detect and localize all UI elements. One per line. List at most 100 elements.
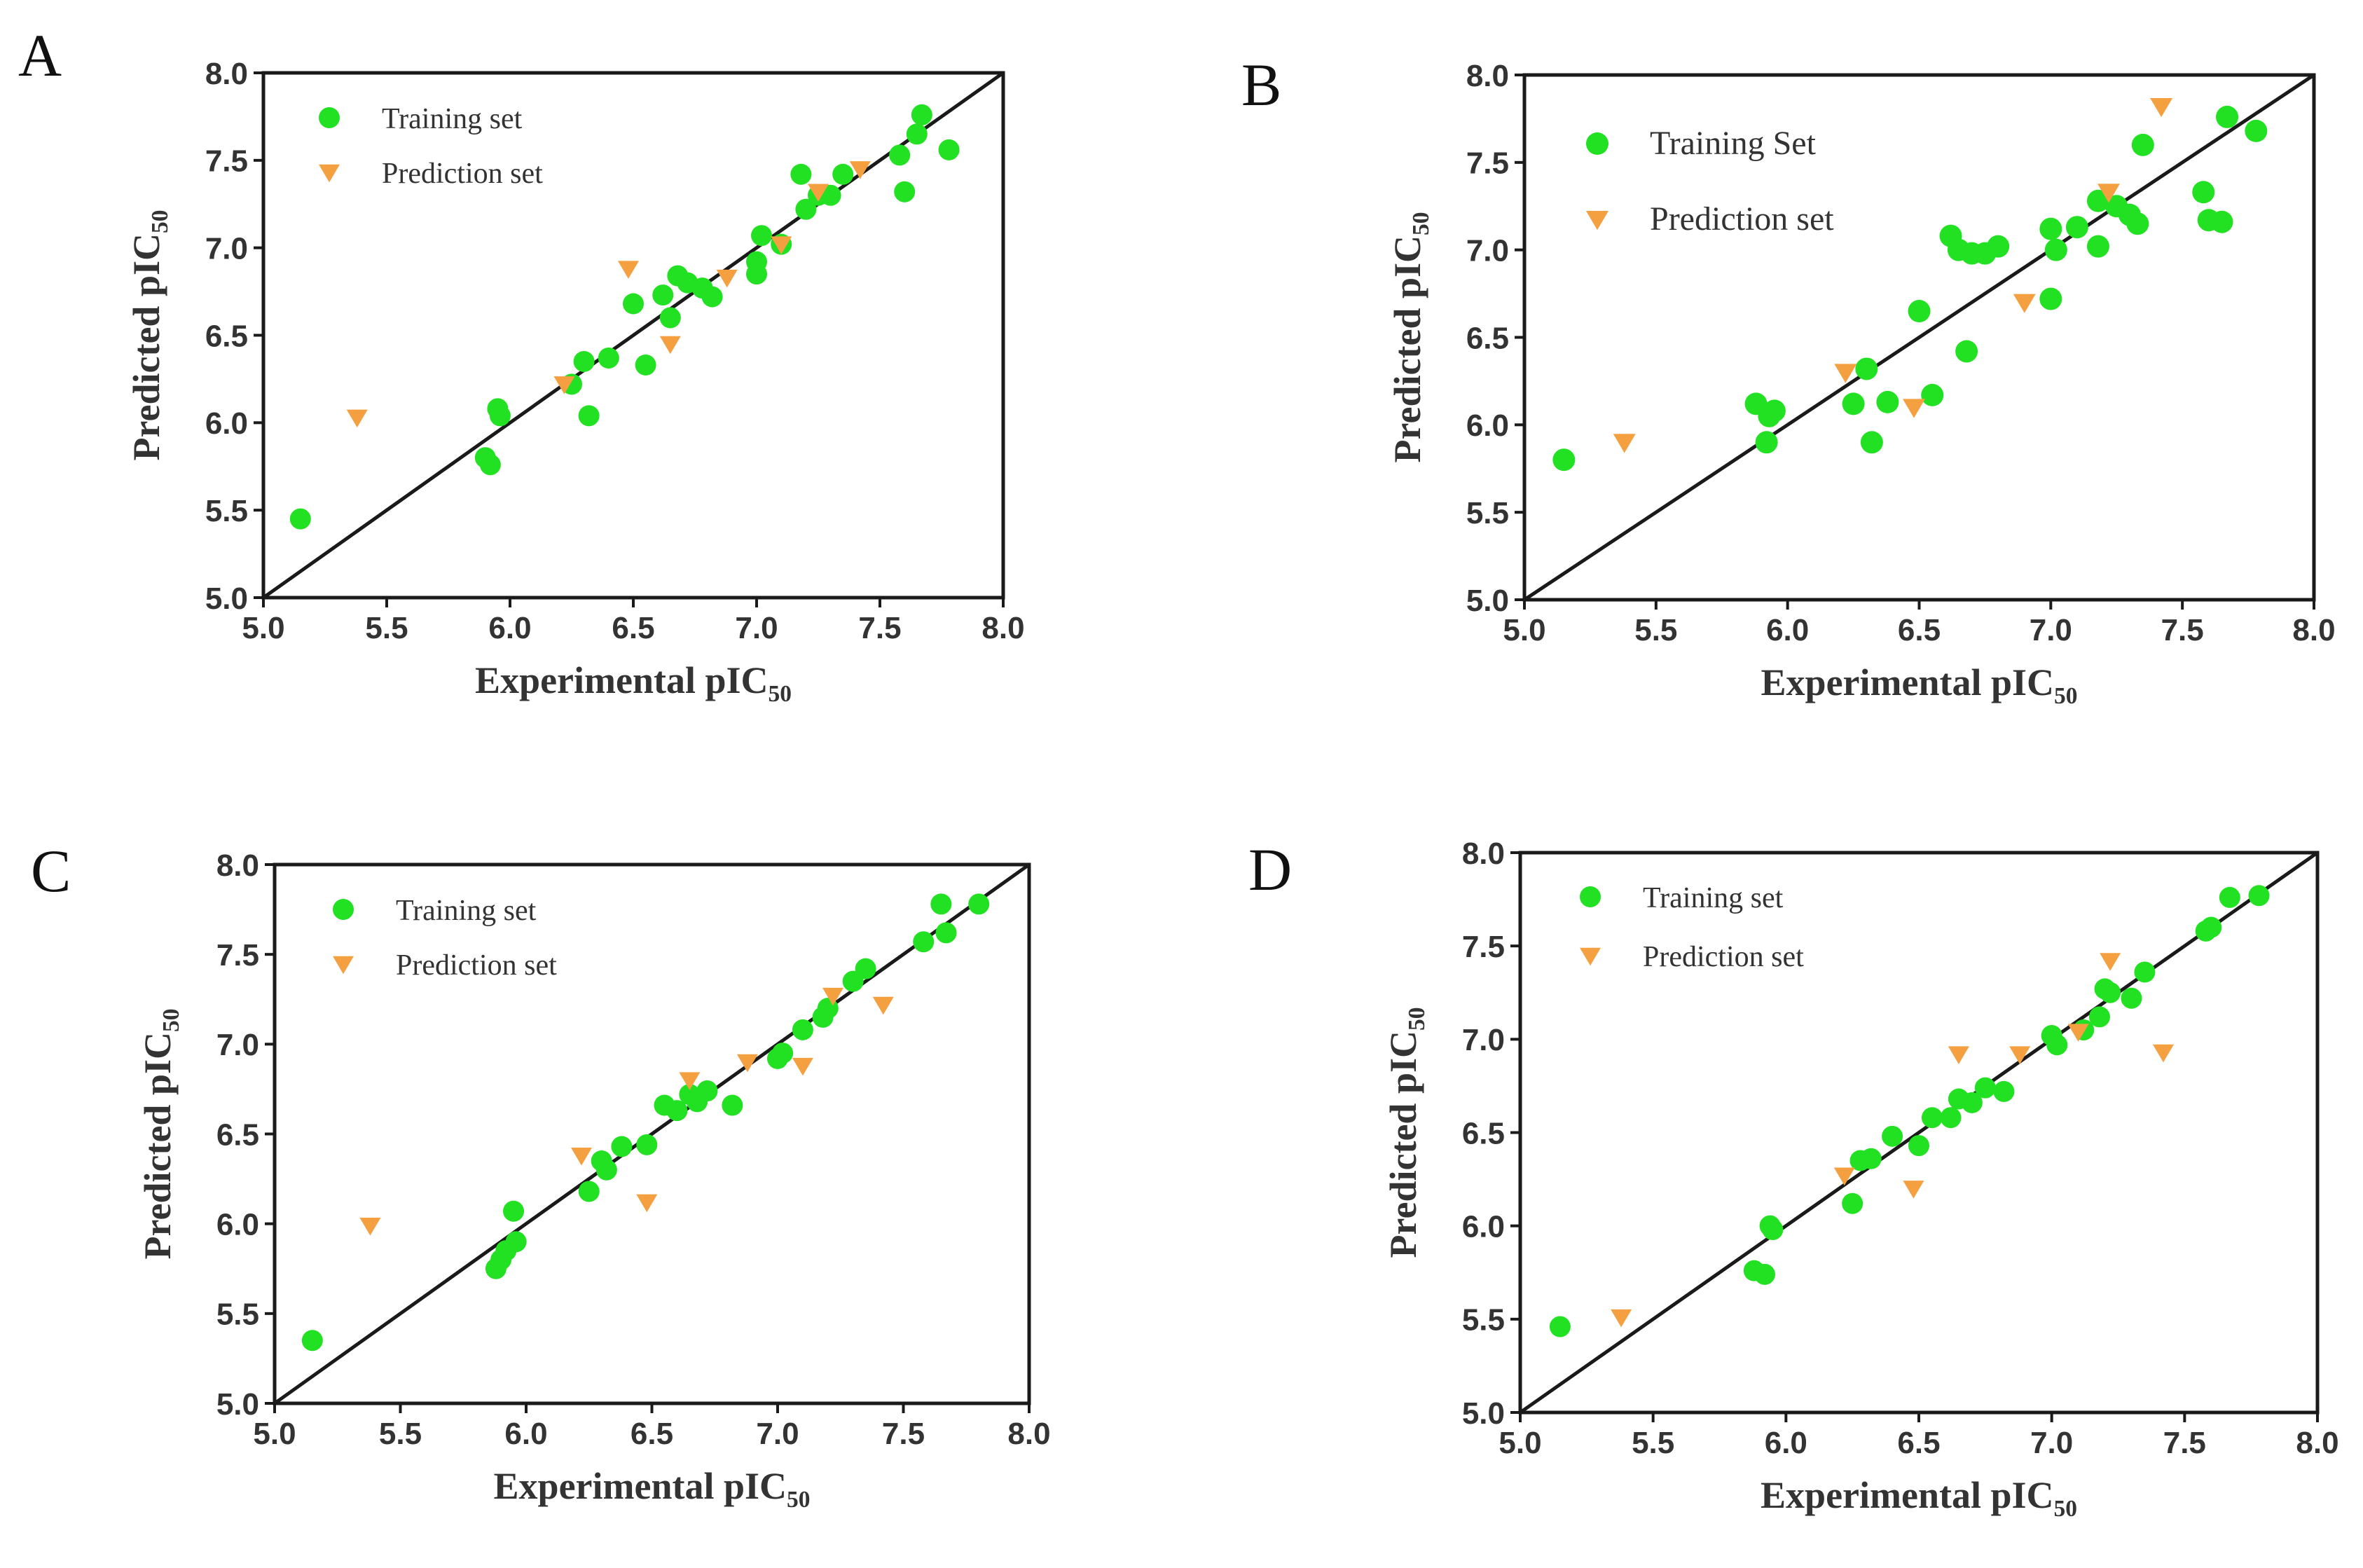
training-point (832, 163, 854, 185)
training-point (2192, 181, 2215, 204)
y-tick-label: 7.0 (216, 1028, 259, 1062)
x-tick-label: 5.0 (242, 611, 284, 645)
training-point (2245, 119, 2268, 142)
training-point (751, 225, 773, 247)
training-point (301, 1330, 323, 1352)
prediction-point (636, 1194, 658, 1213)
training-point (935, 922, 957, 944)
training-point (2039, 217, 2062, 240)
prediction-point (808, 184, 829, 202)
training-point (1908, 300, 1931, 323)
training-point (906, 123, 928, 145)
identity-line (273, 862, 1031, 1405)
x-tick-label: 5.0 (1503, 613, 1545, 647)
x-tick-label: 8.0 (1007, 1417, 1050, 1451)
training-point (503, 1200, 525, 1222)
x-tick-label: 5.5 (1634, 613, 1677, 647)
x-tick-label: 6.5 (1898, 613, 1941, 647)
prediction-point (2067, 1024, 2089, 1042)
training-point (1762, 1218, 1784, 1240)
training-point (820, 184, 841, 206)
training-point (611, 1136, 633, 1157)
training-point (1855, 357, 1878, 380)
panel-a: A 5.0 5.5 6.0 6.5 7.0 7.5 8.0 5.0 5.5 6.0 6.5 7.0 7.5… (18, 22, 1025, 707)
prediction-point (659, 336, 681, 355)
prediction-point (771, 236, 792, 254)
x-tick-label: 6.0 (504, 1417, 547, 1451)
identity-line (1519, 851, 2319, 1415)
prediction-point (346, 409, 368, 428)
training-point (2046, 1034, 2068, 1056)
prediction-point (1903, 1181, 1924, 1199)
x-axis-label: Experimental pIC50 (494, 1465, 811, 1513)
y-tick-label: 7.5 (1462, 930, 1505, 964)
prediction-point (792, 1057, 813, 1076)
prediction-point (679, 1072, 701, 1090)
y-tick-label: 5.0 (1462, 1396, 1505, 1431)
prediction-point (617, 261, 639, 279)
training-point (792, 1019, 813, 1040)
identity-line (1523, 73, 2315, 602)
x-tick-label: 7.5 (2163, 1426, 2206, 1460)
y-tick-label: 8.0 (1462, 837, 1505, 871)
training-point (746, 251, 767, 273)
y-axis-label: Predicted pIC50 (1386, 212, 1434, 463)
training-point (930, 893, 952, 915)
y-tick-label: 5.0 (1466, 584, 1509, 618)
y-tick-label: 6.0 (1462, 1210, 1505, 1244)
x-tick-label: 8.0 (2292, 613, 2335, 647)
x-tick-label: 7.0 (2030, 1426, 2073, 1460)
prediction-point (1948, 1046, 1969, 1064)
training-point (913, 931, 935, 953)
prediction-point (2097, 184, 2120, 203)
training-point (1552, 448, 1576, 472)
panel-b: B 5.0 5.5 6.0 6.5 7.0 7.5 8.0 5.0 5.5 6.0 6.5 7.0 7.5… (1241, 51, 2336, 709)
training-point (1955, 340, 1978, 363)
identity-line (262, 71, 1005, 600)
prediction-point (553, 376, 575, 394)
x-axis-label: Experimental pIC50 (1761, 1474, 2077, 1522)
prediction-point (2150, 97, 2173, 118)
prediction-point (1833, 1167, 1855, 1186)
x-tick-label: 7.5 (2161, 613, 2204, 647)
training-point (2216, 105, 2239, 128)
training-point (2039, 287, 2062, 310)
legend-prediction-marker (1580, 947, 1601, 966)
x-tick-label: 6.0 (1766, 613, 1809, 647)
training-point (2219, 886, 2240, 908)
legend-label: Prediction set (1650, 200, 1834, 238)
prediction-point (2013, 294, 2036, 313)
y-tick-label: 7.5 (1466, 146, 1509, 181)
training-point (1908, 1135, 1929, 1157)
y-tick-label: 6.0 (205, 406, 248, 441)
training-point (2134, 961, 2156, 983)
training-point (2248, 885, 2270, 907)
prediction-point (736, 1054, 758, 1073)
training-point (573, 350, 595, 372)
training-point (666, 1100, 688, 1122)
y-axis-label: Predicted pIC50 (125, 210, 173, 461)
training-point (1755, 431, 1778, 454)
training-point (2200, 916, 2222, 938)
training-point (696, 1080, 718, 1101)
y-tick-label: 5.5 (1466, 496, 1509, 530)
training-point (1961, 1092, 1983, 1113)
legend-training-marker (319, 107, 340, 128)
legend-label: Prediction set (382, 158, 543, 190)
training-point (578, 1181, 600, 1202)
training-point (636, 1134, 658, 1155)
training-point (1842, 392, 1865, 415)
training-point (1921, 1107, 1943, 1129)
prediction-point (1611, 1309, 1632, 1328)
training-point (889, 144, 911, 166)
training-point (2065, 216, 2088, 239)
x-tick-label: 8.0 (981, 611, 1024, 645)
training-point (2044, 238, 2067, 261)
y-tick-label: 6.0 (216, 1208, 259, 1242)
training-point (795, 198, 817, 220)
training-point (1987, 235, 2010, 258)
prediction-point (822, 987, 843, 1006)
training-point (2210, 210, 2233, 233)
y-tick-label: 8.0 (216, 848, 259, 883)
training-point (289, 508, 311, 530)
